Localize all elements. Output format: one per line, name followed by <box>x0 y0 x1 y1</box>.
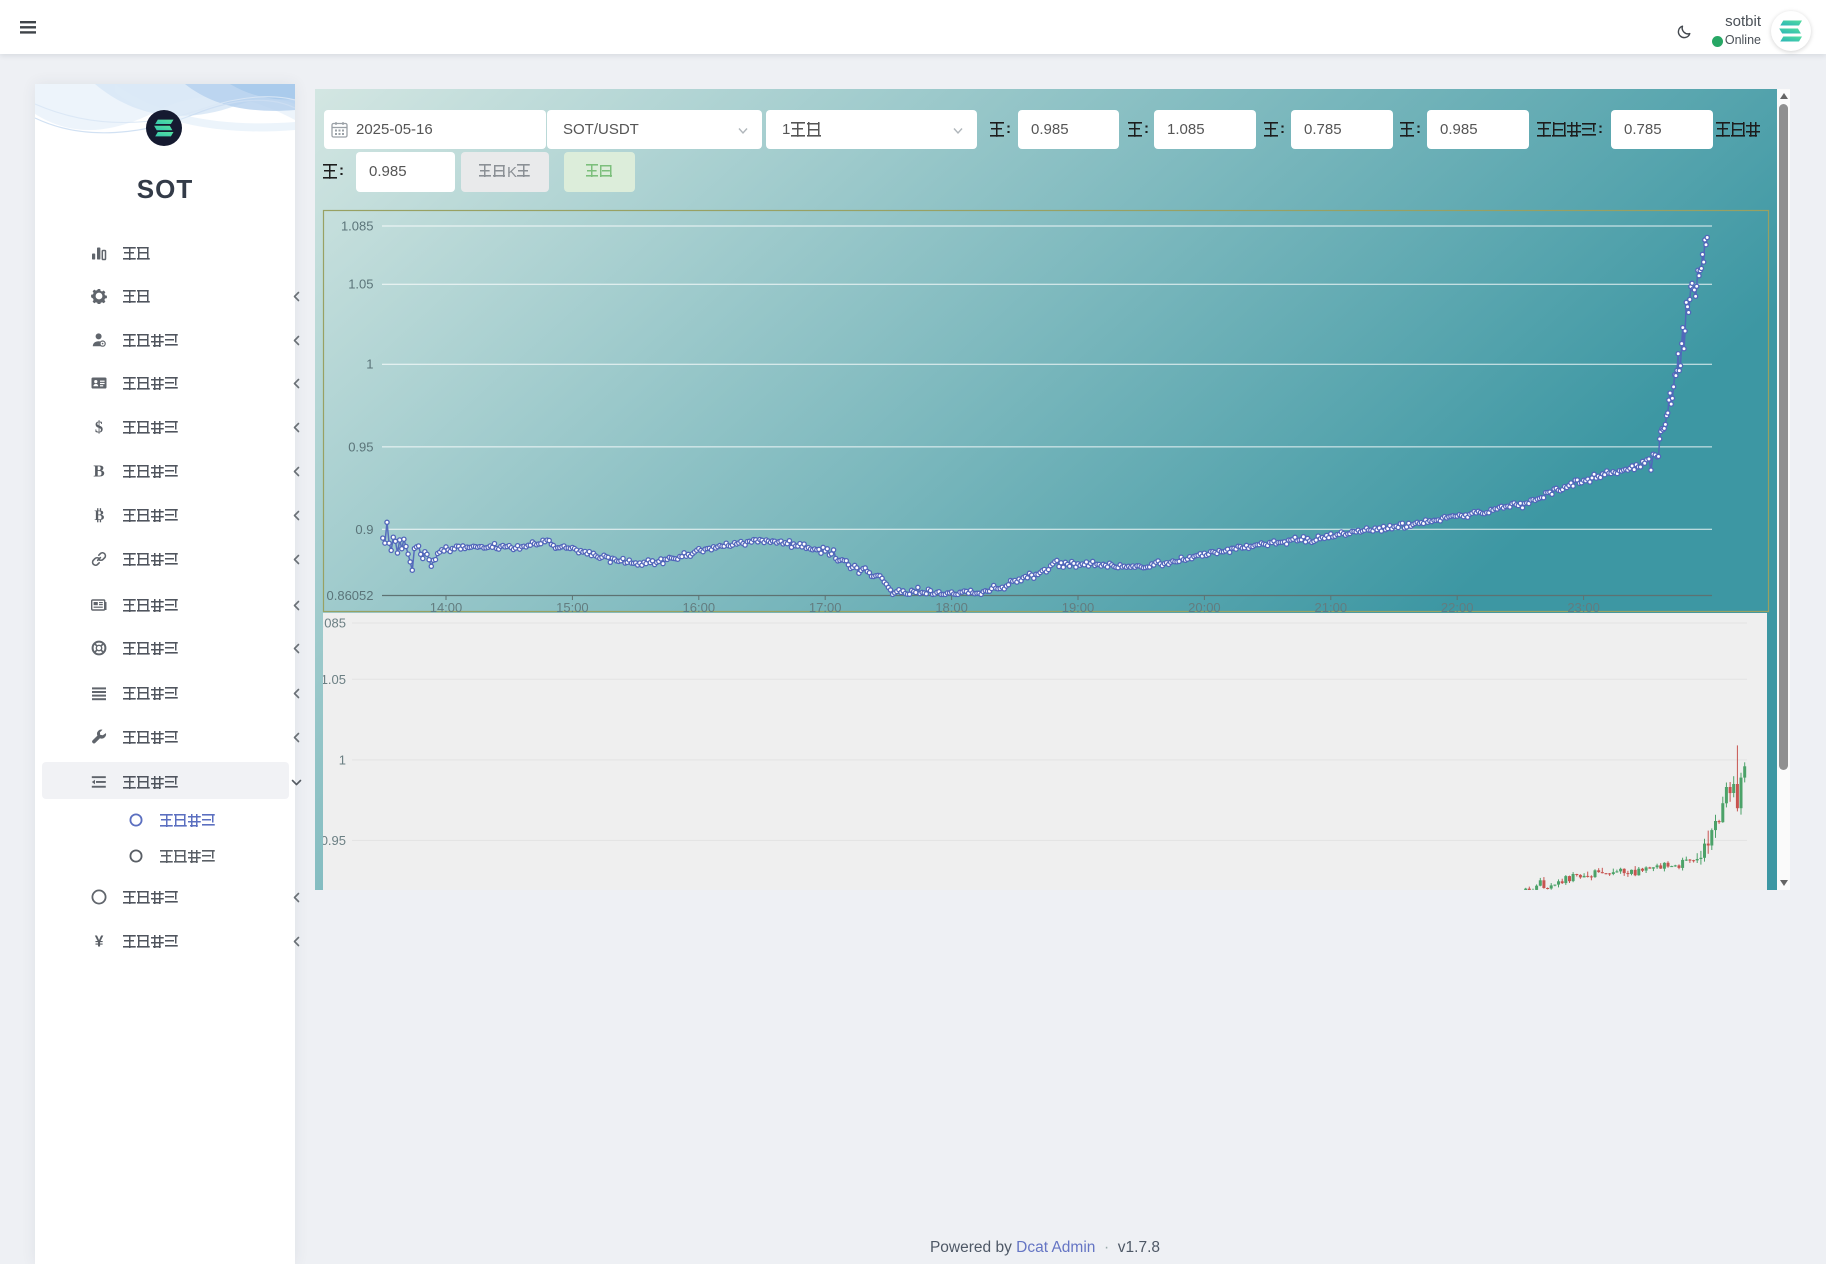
svg-text:0.9: 0.9 <box>355 522 373 537</box>
svg-text:23:00: 23:00 <box>1567 600 1600 615</box>
svg-text:21:00: 21:00 <box>1315 600 1348 615</box>
svg-text:¥: ¥ <box>95 934 104 949</box>
svg-text:20:00: 20:00 <box>1188 600 1221 615</box>
svg-text:1: 1 <box>366 357 373 372</box>
svg-text:15:00: 15:00 <box>556 600 589 615</box>
svg-text:0.95: 0.95 <box>321 833 346 848</box>
svg-text:B: B <box>94 508 104 523</box>
svg-text:1.05: 1.05 <box>348 277 373 292</box>
svg-text:1.05: 1.05 <box>321 672 346 687</box>
svg-text:18:00: 18:00 <box>935 600 968 615</box>
svg-text:22:00: 22:00 <box>1441 600 1474 615</box>
svg-text:17:00: 17:00 <box>809 600 842 615</box>
svg-text:0.86052: 0.86052 <box>327 588 374 603</box>
svg-text:1: 1 <box>339 752 346 767</box>
svg-text:14:00: 14:00 <box>430 600 463 615</box>
svg-text:16:00: 16:00 <box>683 600 716 615</box>
svg-text:19:00: 19:00 <box>1062 600 1095 615</box>
svg-text:B: B <box>93 463 104 479</box>
svg-text:1.085: 1.085 <box>341 219 374 234</box>
svg-text:1.085: 1.085 <box>315 616 346 631</box>
svg-text:0.95: 0.95 <box>348 439 373 454</box>
svg-text:$: $ <box>95 419 103 435</box>
